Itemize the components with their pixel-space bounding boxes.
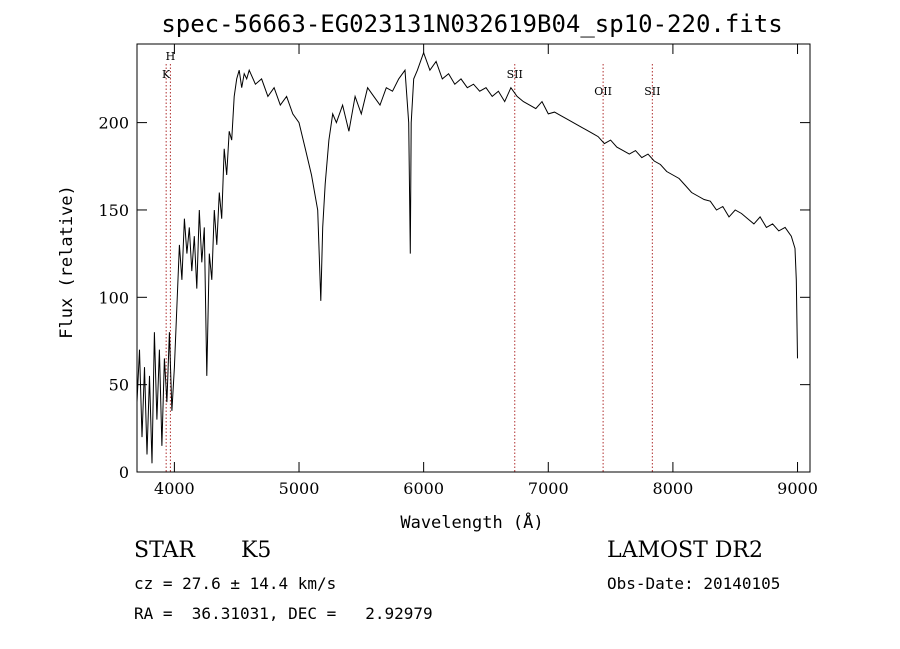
y-tick-label: 150 <box>98 201 129 220</box>
x-tick-label: 8000 <box>653 479 694 498</box>
plot-frame <box>136 43 811 473</box>
y-tick-label: 100 <box>98 288 129 307</box>
y-tick-label: 200 <box>98 114 129 133</box>
x-tick-label: 7000 <box>528 479 569 498</box>
line-label-oii: OII <box>594 85 612 98</box>
line-label-sii: SII <box>507 68 523 81</box>
object-type: STAR <box>134 538 195 563</box>
x-tick-label: 9000 <box>777 479 818 498</box>
x-tick-label: 5000 <box>279 479 320 498</box>
y-tick-label: 50 <box>109 376 129 395</box>
y-axis-label: Flux (relative) <box>57 185 77 339</box>
spectral-subclass: K5 <box>241 538 272 563</box>
x-tick-label: 4000 <box>154 479 195 498</box>
coordinates: RA = 36.31031, DEC = 2.92979 <box>134 604 433 623</box>
chart-title: spec-56663-EG023131N032619B04_sp10-220.f… <box>161 10 782 38</box>
x-axis: 4000 5000 6000 7000 8000 9000 <box>154 44 818 498</box>
observation-date: Obs-Date: 20140105 <box>607 574 781 593</box>
y-axis: 0 50 100 150 200 <box>98 114 810 482</box>
line-label-sii: SII <box>644 85 660 98</box>
redshift-velocity: cz = 27.6 ± 14.4 km/s <box>134 574 337 593</box>
survey-name: LAMOST DR2 <box>607 538 763 563</box>
line-label-k: K <box>162 68 171 81</box>
emission-line-markers <box>165 64 653 472</box>
line-label-h: H <box>166 50 176 63</box>
x-tick-label: 6000 <box>403 479 444 498</box>
y-tick-label: 0 <box>119 463 129 482</box>
emission-line-labels: HK SII OII SII <box>162 50 660 98</box>
spectrum-line <box>136 51 798 464</box>
x-axis-label: Wavelength (Å) <box>400 511 543 533</box>
